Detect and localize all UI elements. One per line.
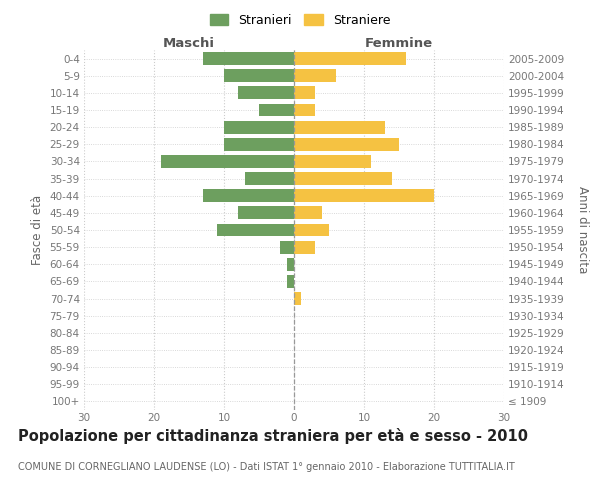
- Bar: [280, 240, 294, 254]
- Bar: [224, 120, 294, 134]
- Bar: [287, 258, 294, 270]
- Bar: [224, 138, 294, 150]
- Bar: [203, 190, 294, 202]
- Bar: [294, 240, 315, 254]
- Bar: [161, 155, 294, 168]
- Bar: [294, 190, 434, 202]
- Bar: [224, 70, 294, 82]
- Bar: [203, 52, 294, 65]
- Bar: [294, 155, 371, 168]
- Bar: [287, 275, 294, 288]
- Text: Popolazione per cittadinanza straniera per età e sesso - 2010: Popolazione per cittadinanza straniera p…: [18, 428, 528, 444]
- Bar: [294, 138, 399, 150]
- Bar: [217, 224, 294, 236]
- Bar: [294, 224, 329, 236]
- Bar: [238, 206, 294, 220]
- Text: Femmine: Femmine: [365, 37, 433, 50]
- Y-axis label: Anni di nascita: Anni di nascita: [576, 186, 589, 274]
- Bar: [294, 292, 301, 305]
- Legend: Stranieri, Straniere: Stranieri, Straniere: [205, 8, 395, 32]
- Bar: [259, 104, 294, 117]
- Bar: [294, 52, 406, 65]
- Bar: [294, 206, 322, 220]
- Bar: [238, 86, 294, 100]
- Bar: [294, 172, 392, 185]
- Text: Maschi: Maschi: [163, 37, 215, 50]
- Bar: [294, 70, 336, 82]
- Bar: [245, 172, 294, 185]
- Bar: [294, 86, 315, 100]
- Bar: [294, 120, 385, 134]
- Y-axis label: Fasce di età: Fasce di età: [31, 195, 44, 265]
- Text: COMUNE DI CORNEGLIANO LAUDENSE (LO) - Dati ISTAT 1° gennaio 2010 - Elaborazione : COMUNE DI CORNEGLIANO LAUDENSE (LO) - Da…: [18, 462, 515, 472]
- Bar: [294, 104, 315, 117]
